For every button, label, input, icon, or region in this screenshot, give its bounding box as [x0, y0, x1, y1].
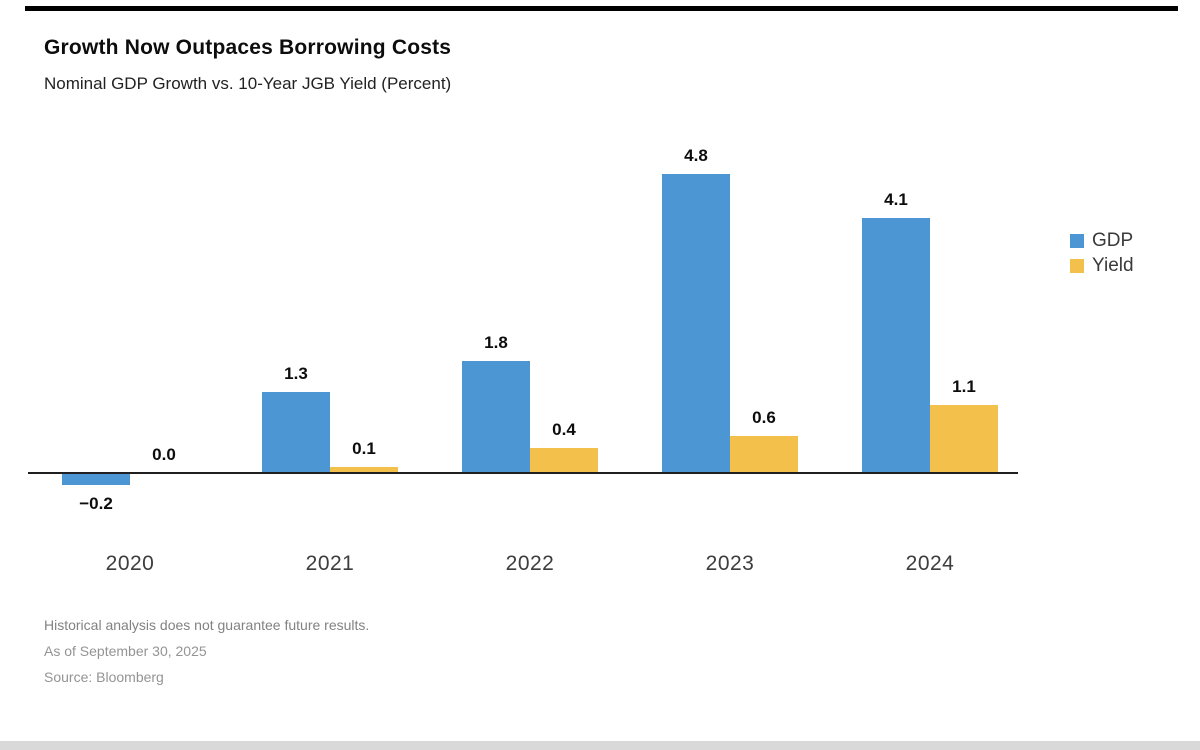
bar-yield-2022 — [530, 448, 598, 473]
bar-gdp-2021 — [262, 392, 330, 473]
yield-swatch-icon — [1070, 259, 1084, 273]
value-label-yield-2024: 1.1 — [952, 376, 976, 396]
bottom-edge-strip — [0, 741, 1200, 750]
x-axis-label-2020: 2020 — [105, 552, 155, 575]
value-label-yield-2020: 0.0 — [152, 445, 176, 464]
x-axis-line — [28, 472, 1018, 474]
x-axis-label-2021: 2021 — [305, 552, 355, 575]
source-text: Source: Bloomberg — [44, 669, 164, 685]
x-axis-label-2023: 2023 — [705, 552, 755, 575]
top-accent-bar — [25, 6, 1178, 11]
bar-yield-2023 — [730, 435, 798, 473]
value-label-yield-2022: 0.4 — [552, 420, 576, 440]
value-label-gdp-2020: −0.2 — [79, 494, 113, 514]
bar-yield-2021 — [330, 466, 398, 473]
value-label-yield-2021: 0.1 — [352, 438, 376, 458]
bar-yield-2024 — [930, 404, 998, 473]
value-label-gdp-2023: 4.8 — [684, 146, 708, 166]
chart-legend: GDP Yield — [1070, 231, 1134, 281]
legend-item-yield: Yield — [1070, 256, 1134, 276]
as-of-date-text: As of September 30, 2025 — [44, 643, 207, 659]
x-axis-label-2022: 2022 — [505, 552, 555, 575]
gdp-swatch-icon — [1070, 234, 1084, 248]
bar-gdp-2022 — [462, 360, 530, 473]
bar-gdp-2024 — [862, 217, 930, 473]
legend-label-gdp: GDP — [1092, 230, 1134, 251]
bar-gdp-2020 — [62, 473, 130, 486]
chart-subtitle: Nominal GDP Growth vs. 10-Year JGB Yield… — [44, 74, 452, 93]
x-axis-labels: 2020 2021 2022 2023 2024 — [30, 552, 1030, 582]
legend-item-gdp: GDP — [1070, 231, 1134, 251]
bar-chart: −0.2 0.0 1.3 0.1 1.8 0.4 4.8 0.6 4.1 1.1 — [30, 0, 1030, 600]
value-label-gdp-2021: 1.3 — [284, 364, 308, 384]
value-label-gdp-2024: 4.1 — [884, 189, 908, 209]
value-label-gdp-2022: 1.8 — [484, 332, 508, 352]
legend-label-yield: Yield — [1092, 255, 1134, 276]
bar-gdp-2023 — [662, 174, 730, 473]
disclaimer-text: Historical analysis does not guarantee f… — [44, 617, 370, 633]
x-axis-label-2024: 2024 — [905, 552, 955, 575]
chart-title: Growth Now Outpaces Borrowing Costs — [44, 36, 452, 59]
value-label-yield-2023: 0.6 — [752, 407, 776, 427]
